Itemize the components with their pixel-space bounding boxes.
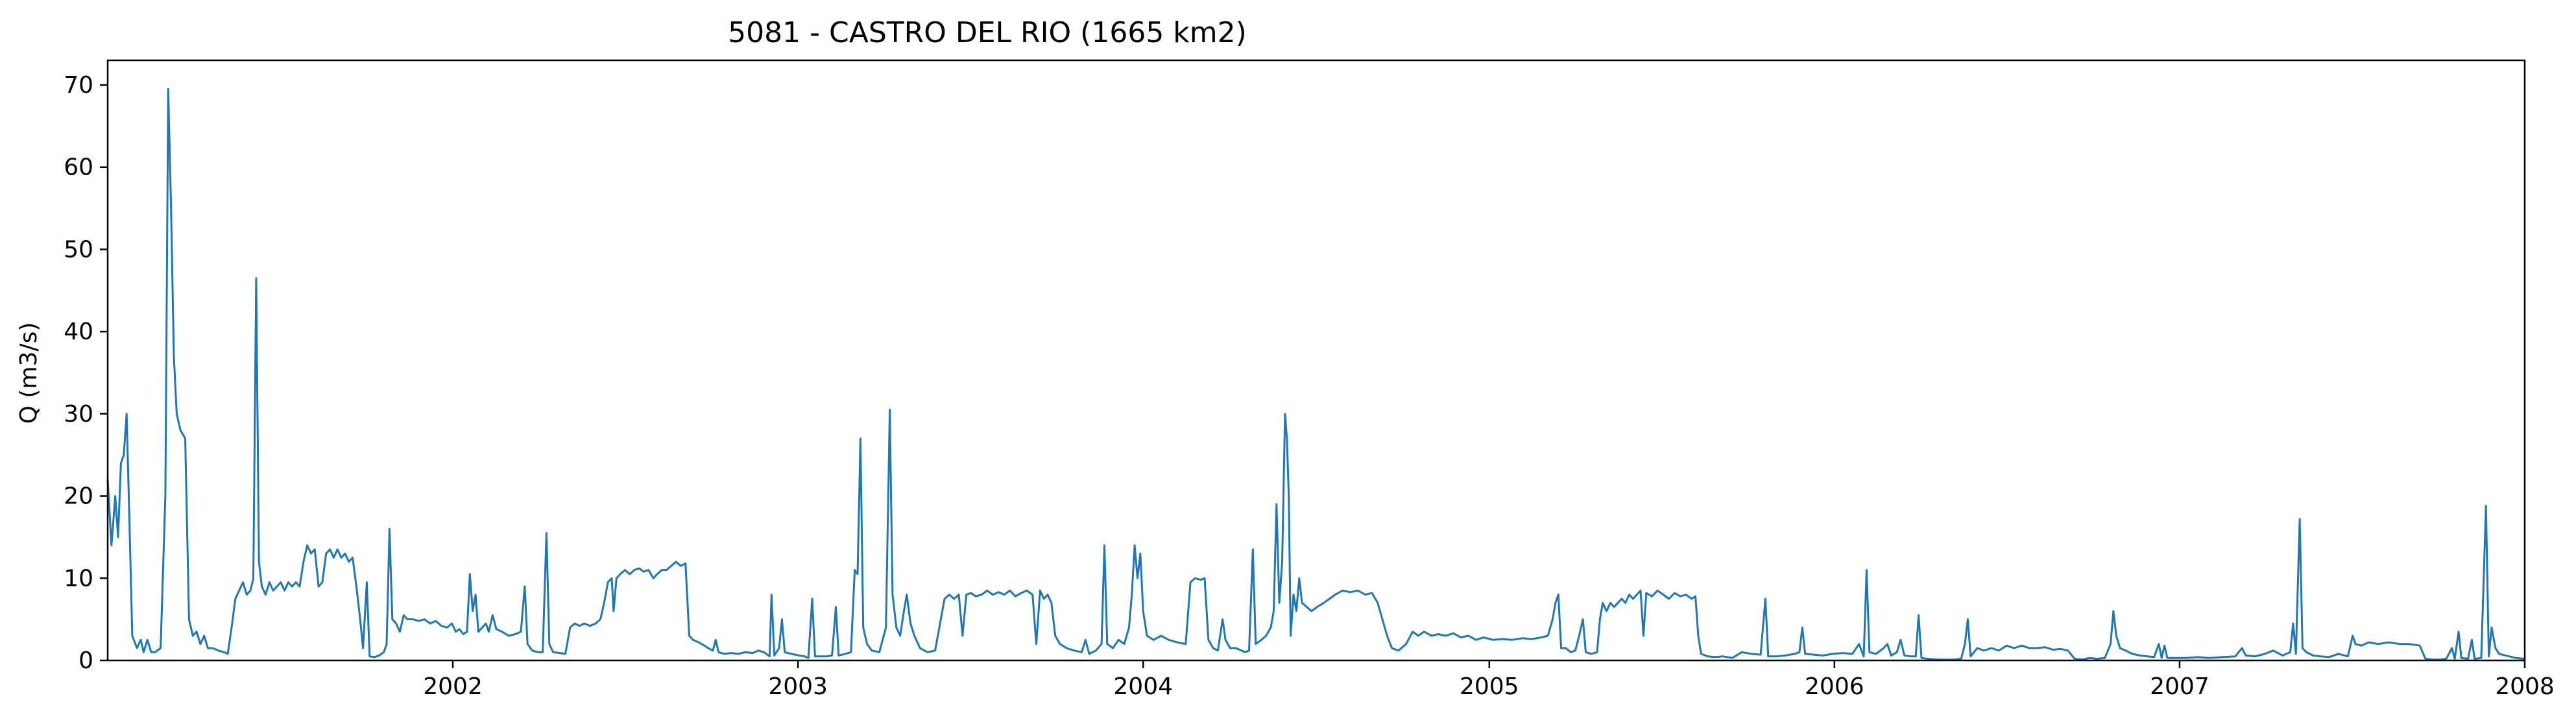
y-tick-label-1: 10 — [64, 565, 93, 592]
y-tick-label-3: 30 — [64, 401, 93, 428]
x-tick-label-6: 2008 — [2495, 673, 2555, 700]
x-tick-label-4: 2006 — [1805, 673, 1864, 700]
chart-title: 5081 - CASTRO DEL RIO (1665 km2) — [728, 16, 1247, 49]
y-tick-label-2: 20 — [64, 483, 93, 510]
x-tick-label-3: 2005 — [1460, 673, 1519, 700]
y-tick-label-4: 40 — [64, 319, 93, 345]
y-tick-label-5: 50 — [64, 236, 93, 263]
x-tick-label-0: 2002 — [423, 673, 483, 700]
x-tick-label-2: 2004 — [1113, 673, 1173, 700]
y-tick-label-0: 0 — [78, 647, 93, 674]
x-tick-label-1: 2003 — [768, 673, 828, 700]
y-tick-label-7: 70 — [64, 72, 93, 99]
y-tick-label-6: 60 — [64, 154, 93, 181]
y-axis-label: Q (m3/s) — [16, 322, 42, 424]
x-tick-label-5: 2007 — [2150, 673, 2209, 700]
